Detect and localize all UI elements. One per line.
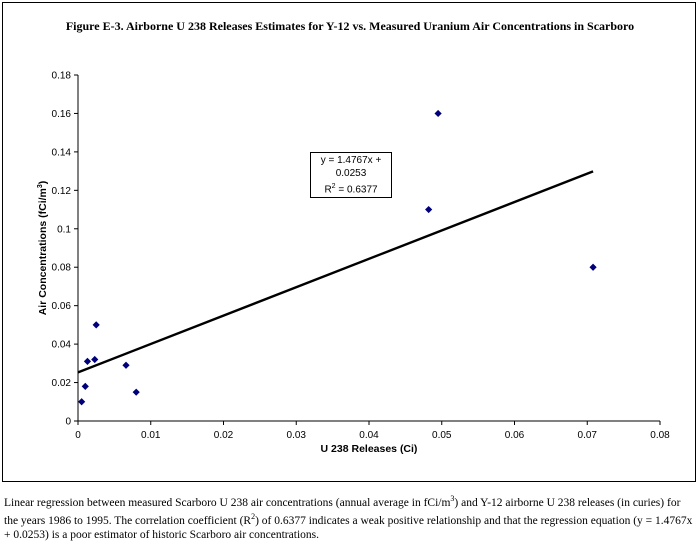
- y-tick-label: 0.02: [52, 378, 72, 389]
- x-tick-label: 0.07: [578, 430, 598, 441]
- data-point: [434, 109, 442, 118]
- data-point: [425, 205, 433, 214]
- data-point: [589, 263, 597, 271]
- regression-equation: y = 1.4767x + 0.0253: [320, 155, 382, 179]
- y-axis-ticks: 0 0.02 0.04 0.06 0.08 0.1 0.12 0.14 0.16 0.18: [52, 71, 78, 428]
- chart-frame: [2, 2, 696, 482]
- data-point: [122, 361, 130, 369]
- chart-title: Figure E-3. Airborne U 238 Releases Esti…: [65, 19, 635, 33]
- data-point: [91, 355, 99, 364]
- x-tick-label: 0.06: [505, 430, 525, 441]
- regression-equation-box: y = 1.4767x + 0.0253 R2 = 0.6377: [310, 152, 392, 199]
- x-tick-label: 0: [75, 430, 81, 441]
- x-tick-label: 0.02: [214, 430, 234, 441]
- y-tick-label: 0.1: [57, 224, 71, 235]
- x-tick-label: 0.01: [141, 430, 161, 441]
- x-tick-label: 0.05: [432, 430, 452, 441]
- x-tick-label: 0.03: [287, 430, 307, 441]
- r-squared: R2 = 0.6377: [324, 183, 378, 196]
- trendline: [77, 170, 594, 374]
- data-point: [78, 398, 86, 406]
- y-tick-label: 0.16: [52, 109, 72, 120]
- data-points: [78, 109, 597, 406]
- y-tick-label: 0.04: [52, 340, 72, 351]
- x-tick-label: 0.08: [650, 430, 670, 441]
- y-tick-label: 0.08: [52, 263, 72, 274]
- y-axis-label: Air Concentrations (fCi/m3): [37, 181, 49, 316]
- x-axis-ticks: 0 0.01 0.02 0.03 0.04 0.05 0.06 0.07 0.08: [75, 421, 670, 441]
- data-point: [92, 321, 100, 329]
- y-tick-label: 0: [65, 417, 71, 428]
- x-axis-label: U 238 Releases (Ci): [321, 443, 418, 455]
- data-point: [83, 357, 92, 366]
- y-tick-label: 0.14: [52, 147, 72, 158]
- scatter-chart: 0 0.01 0.02 0.03 0.04 0.05 0.06 0.07 0.08 00.020…: [37, 71, 670, 456]
- y-tick-label: 0.06: [52, 301, 72, 312]
- x-tick-label: 0.04: [359, 430, 379, 441]
- y-tick-label: 0.18: [52, 71, 72, 82]
- data-point: [132, 388, 140, 396]
- y-tick-label: 0.12: [52, 186, 72, 197]
- data-point: [81, 382, 89, 390]
